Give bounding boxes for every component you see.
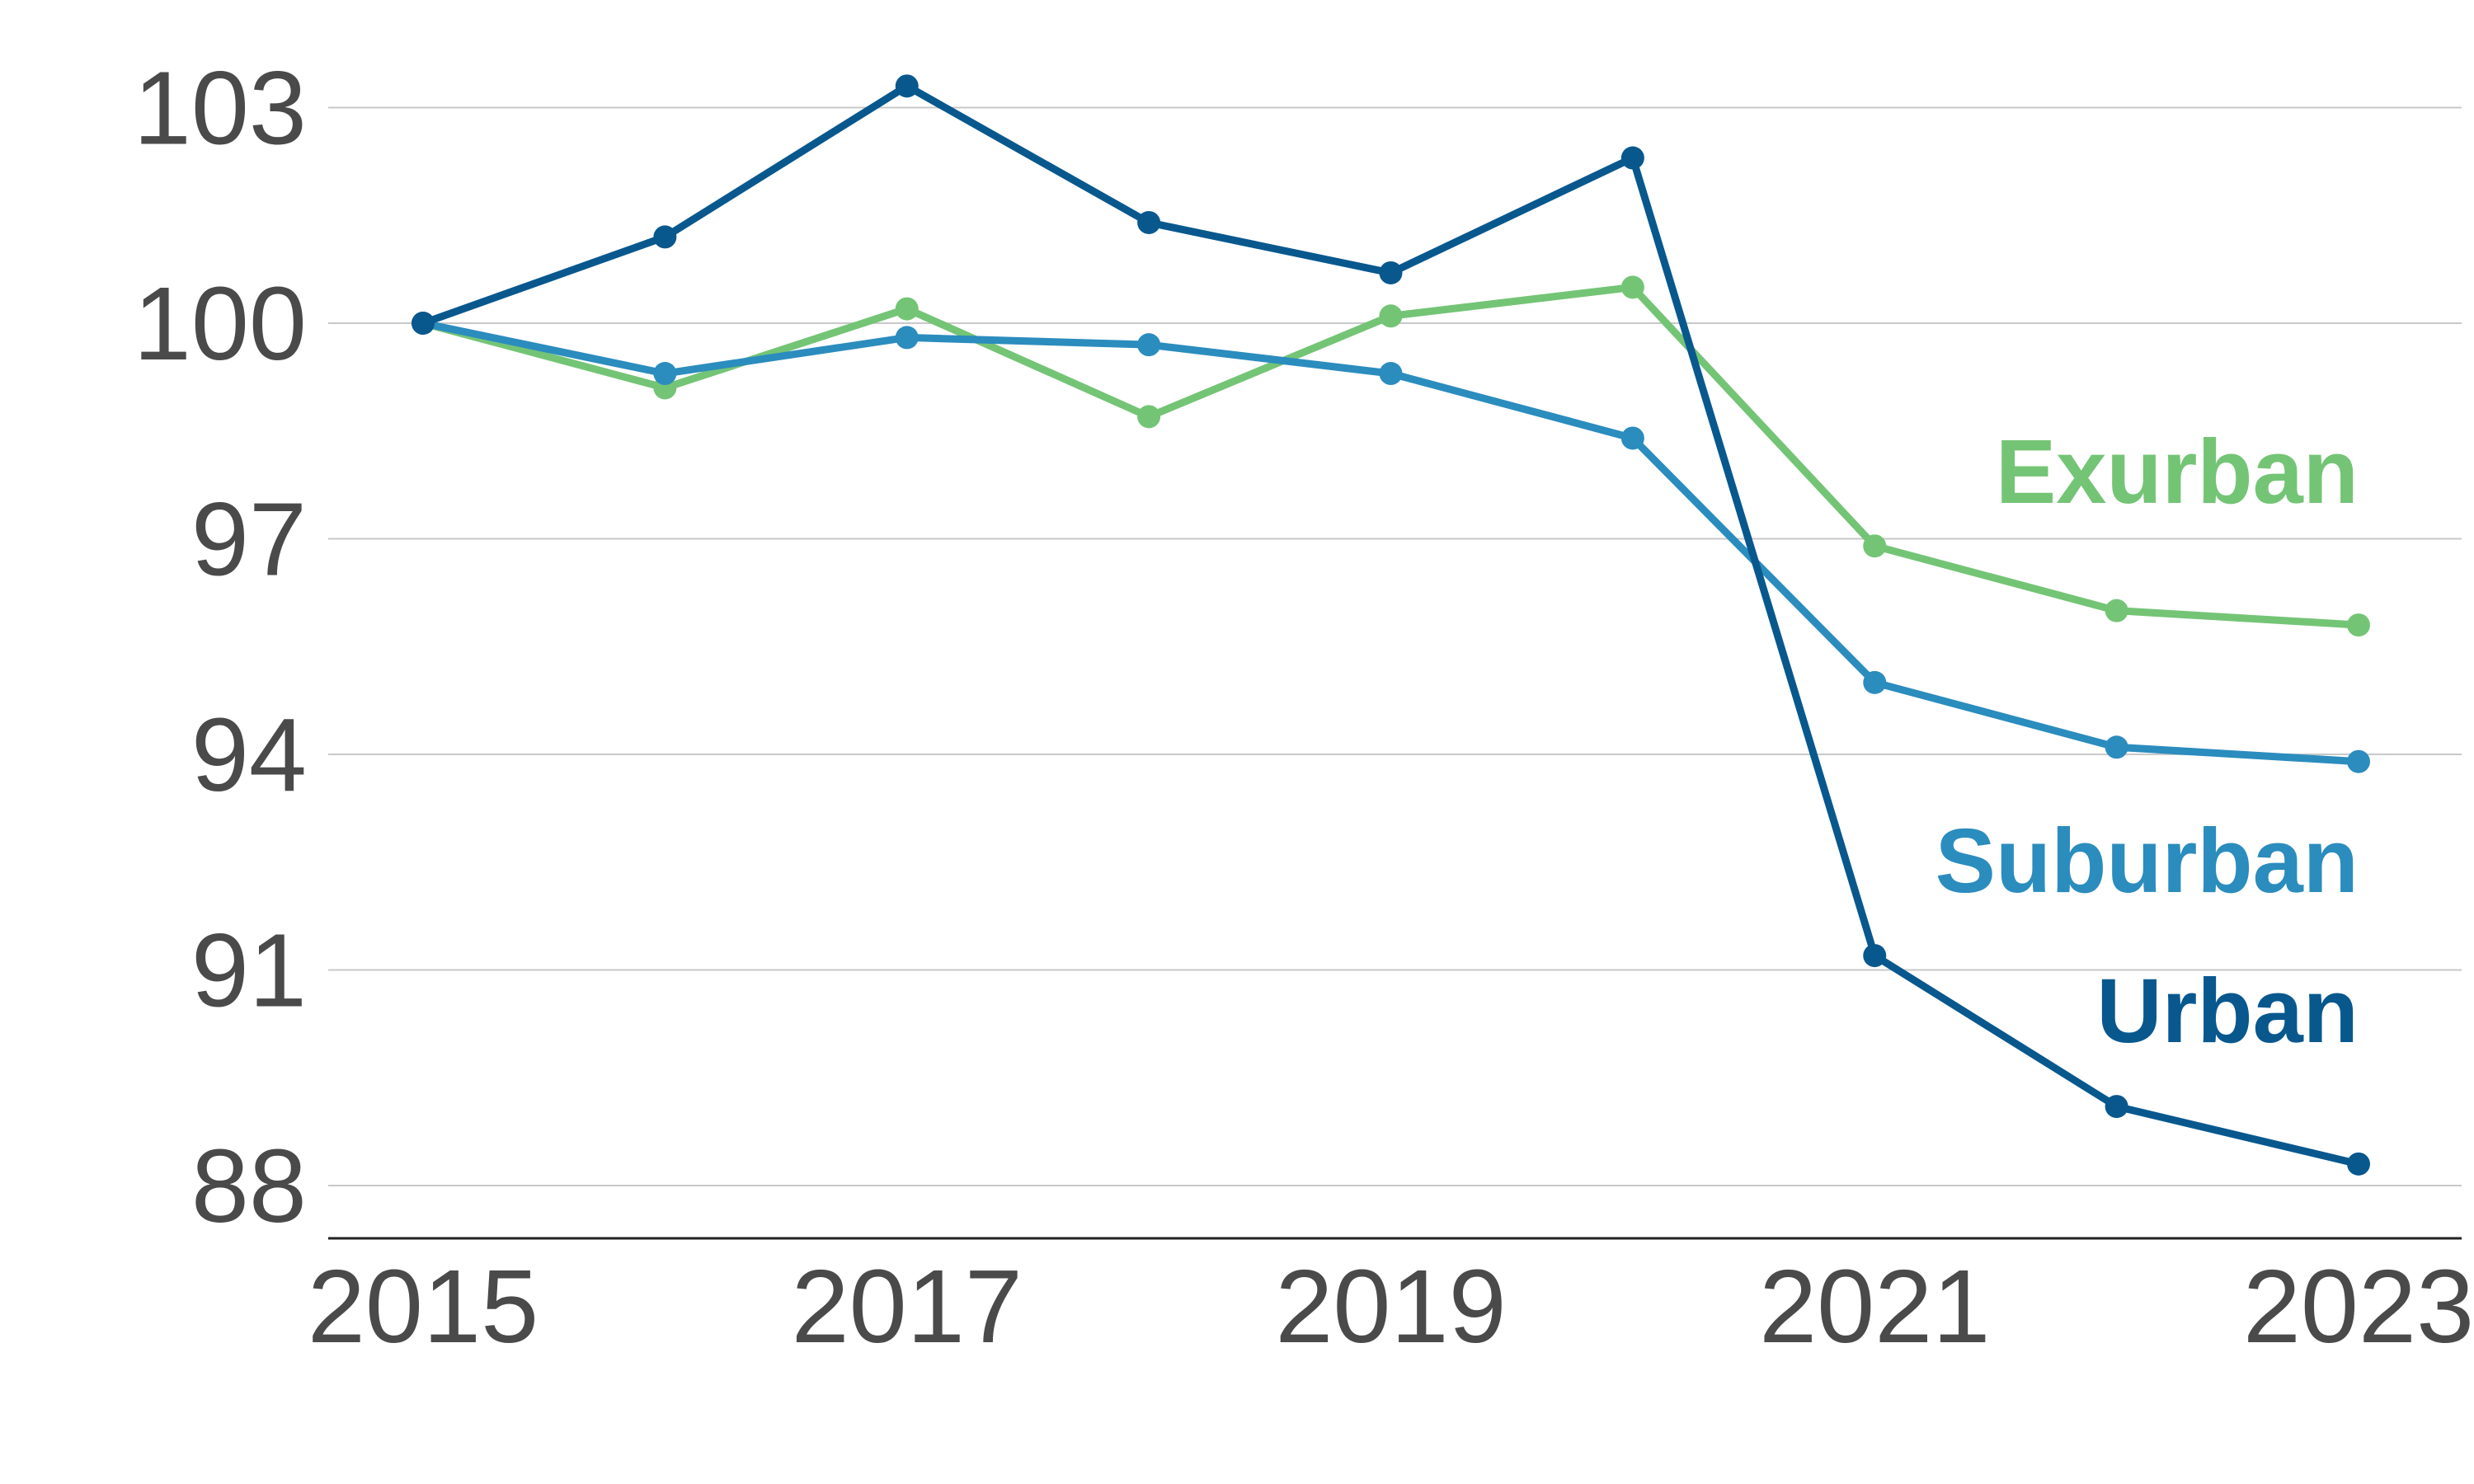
y-axis-tick-labels: 88 91 94 97 100 103 bbox=[134, 50, 307, 1245]
data-point bbox=[895, 326, 919, 350]
data-point bbox=[1137, 333, 1161, 357]
data-point bbox=[2105, 1095, 2128, 1119]
y-tick-label: 91 bbox=[191, 913, 307, 1029]
data-point bbox=[1620, 426, 1644, 450]
data-point bbox=[1620, 146, 1644, 170]
series-line-urban bbox=[419, 82, 2363, 1168]
x-tick-label: 2019 bbox=[1275, 1248, 1506, 1364]
x-tick-label: 2021 bbox=[1759, 1248, 1990, 1364]
series-suburban bbox=[412, 312, 2370, 773]
data-point bbox=[1863, 944, 1887, 968]
data-point bbox=[1379, 304, 1403, 328]
data-point bbox=[2347, 1152, 2370, 1176]
x-axis-tick-labels: 2015 2017 2019 2021 2023 bbox=[308, 1248, 2474, 1364]
y-tick-label: 94 bbox=[191, 697, 307, 813]
y-tick-label: 88 bbox=[191, 1128, 307, 1244]
data-point bbox=[1379, 261, 1403, 284]
data-point bbox=[1863, 670, 1887, 694]
x-tick-label: 2023 bbox=[2243, 1248, 2474, 1364]
data-point bbox=[412, 312, 435, 335]
series-urban bbox=[412, 74, 2370, 1176]
y-tick-label: 100 bbox=[134, 265, 307, 382]
series-labels: Exurban Suburban Urban bbox=[1935, 421, 2359, 1062]
series-lines bbox=[412, 74, 2370, 1176]
x-tick-label: 2017 bbox=[792, 1248, 1023, 1364]
data-point bbox=[1137, 405, 1161, 429]
data-point bbox=[2347, 613, 2370, 637]
data-point bbox=[1137, 210, 1161, 234]
data-point bbox=[895, 297, 919, 321]
series-label-urban: Urban bbox=[2096, 960, 2359, 1062]
data-point bbox=[1620, 275, 1644, 299]
data-point bbox=[1863, 534, 1887, 558]
data-point bbox=[653, 225, 677, 249]
series-label-suburban: Suburban bbox=[1935, 810, 2359, 912]
data-point bbox=[2105, 735, 2128, 759]
x-tick-label: 2015 bbox=[308, 1248, 539, 1364]
data-point bbox=[895, 74, 919, 98]
data-point bbox=[1379, 362, 1403, 386]
data-point bbox=[2105, 599, 2128, 622]
data-point bbox=[653, 362, 677, 386]
series-line-suburban bbox=[419, 319, 2363, 766]
data-point bbox=[2347, 749, 2370, 773]
y-tick-label: 103 bbox=[134, 50, 307, 167]
y-tick-label: 97 bbox=[191, 481, 307, 598]
series-label-exurban: Exurban bbox=[1996, 421, 2359, 523]
